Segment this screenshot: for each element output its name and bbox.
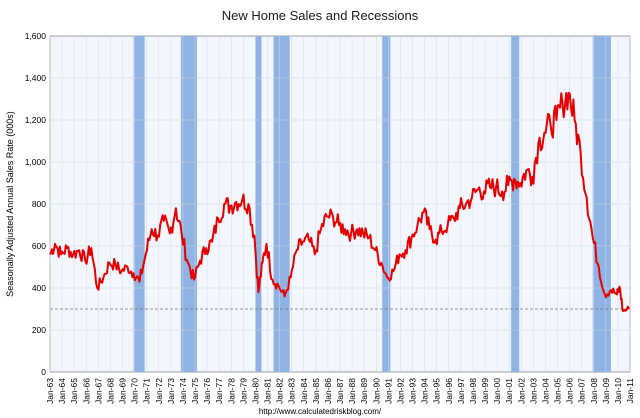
x-tick-label: Jan-11 [625, 378, 635, 404]
x-tick-label: Jan-73 [166, 378, 176, 404]
x-tick-label: Jan-10 [613, 378, 623, 404]
x-tick-label: Jan-74 [178, 378, 188, 404]
x-tick-label: Jan-85 [311, 378, 321, 404]
x-tick-label: Jan-63 [45, 378, 55, 404]
x-tick-label: Jan-76 [202, 378, 212, 404]
x-tick-label: Jan-77 [214, 378, 224, 404]
x-tick-label: Jan-68 [105, 378, 115, 404]
x-tick-label: Jan-70 [130, 378, 140, 404]
x-tick-label: Jan-89 [359, 378, 369, 404]
x-tick-label: Jan-92 [395, 378, 405, 404]
x-tick-label: Jan-03 [528, 378, 538, 404]
x-tick-label: Jan-00 [492, 378, 502, 404]
x-tick-label: Jan-82 [275, 378, 285, 404]
x-tick-label: Jan-05 [553, 378, 563, 404]
x-tick-label: Jan-75 [190, 378, 200, 404]
y-tick-label: 800 [32, 199, 46, 209]
x-tick-label: Jan-96 [444, 378, 454, 404]
x-tick-label: Jan-99 [480, 378, 490, 404]
y-tick-label: 1,000 [25, 157, 47, 167]
x-tick-label: Jan-79 [238, 378, 248, 404]
x-tick-label: Jan-86 [323, 378, 333, 404]
x-tick-label: Jan-78 [226, 378, 236, 404]
series-line-new-home-sales [49, 91, 630, 313]
x-tick-label: Jan-97 [456, 378, 466, 404]
x-tick-label: Jan-81 [263, 378, 273, 404]
y-tick-label: 200 [32, 325, 46, 335]
y-tick-label: 1,400 [25, 73, 47, 83]
x-tick-label: Jan-08 [589, 378, 599, 404]
x-tick-label: Jan-94 [420, 378, 430, 404]
x-tick-label: Jan-83 [287, 378, 297, 404]
y-tick-label: 1,600 [25, 31, 47, 41]
y-tick-label: 0 [41, 367, 46, 377]
y-axis-label: Seasonally Adjusted Annual Sales Rate (0… [5, 111, 15, 297]
x-tick-label: Jan-65 [69, 378, 79, 404]
x-tick-label: Jan-93 [408, 378, 418, 404]
x-tick-label: Jan-80 [250, 378, 260, 404]
x-axis-ticks: Jan-63 Jan-64 Jan-65 Jan-66 Jan-67 Jan-68 Jan-… [45, 378, 635, 404]
x-tick-label: Jan-72 [154, 378, 164, 404]
grid-lines [49, 36, 631, 372]
x-tick-label: Jan-06 [565, 378, 575, 404]
x-tick-label: Jan-64 [57, 378, 67, 404]
y-axis-ticks: 0 200 400 600 800 1,000 1,200 1,400 1,600 [25, 31, 47, 377]
x-tick-label: Jan-69 [118, 378, 128, 404]
chart-title: New Home Sales and Recessions [222, 8, 419, 23]
x-tick-label: Jan-09 [601, 378, 611, 404]
x-tick-label: Jan-04 [540, 378, 550, 404]
y-tick-label: 400 [32, 283, 46, 293]
x-tick-label: Jan-02 [516, 378, 526, 404]
x-tick-label: Jan-90 [371, 378, 381, 404]
x-tick-label: Jan-07 [577, 378, 587, 404]
x-tick-label: Jan-87 [335, 378, 345, 404]
x-tick-label: Jan-71 [142, 378, 152, 404]
x-tick-label: Jan-95 [432, 378, 442, 404]
y-tick-label: 600 [32, 241, 46, 251]
source-url[interactable]: http://www.calculatedriskblog.com/ [259, 407, 382, 416]
x-tick-label: Jan-84 [299, 378, 309, 404]
x-tick-label: Jan-67 [93, 378, 103, 404]
x-tick-label: Jan-66 [81, 378, 91, 404]
y-tick-label: 1,200 [25, 115, 47, 125]
x-tick-label: Jan-91 [383, 378, 393, 404]
x-tick-label: Jan-98 [468, 378, 478, 404]
x-tick-label: Jan-01 [504, 378, 514, 404]
x-tick-label: Jan-88 [347, 378, 357, 404]
